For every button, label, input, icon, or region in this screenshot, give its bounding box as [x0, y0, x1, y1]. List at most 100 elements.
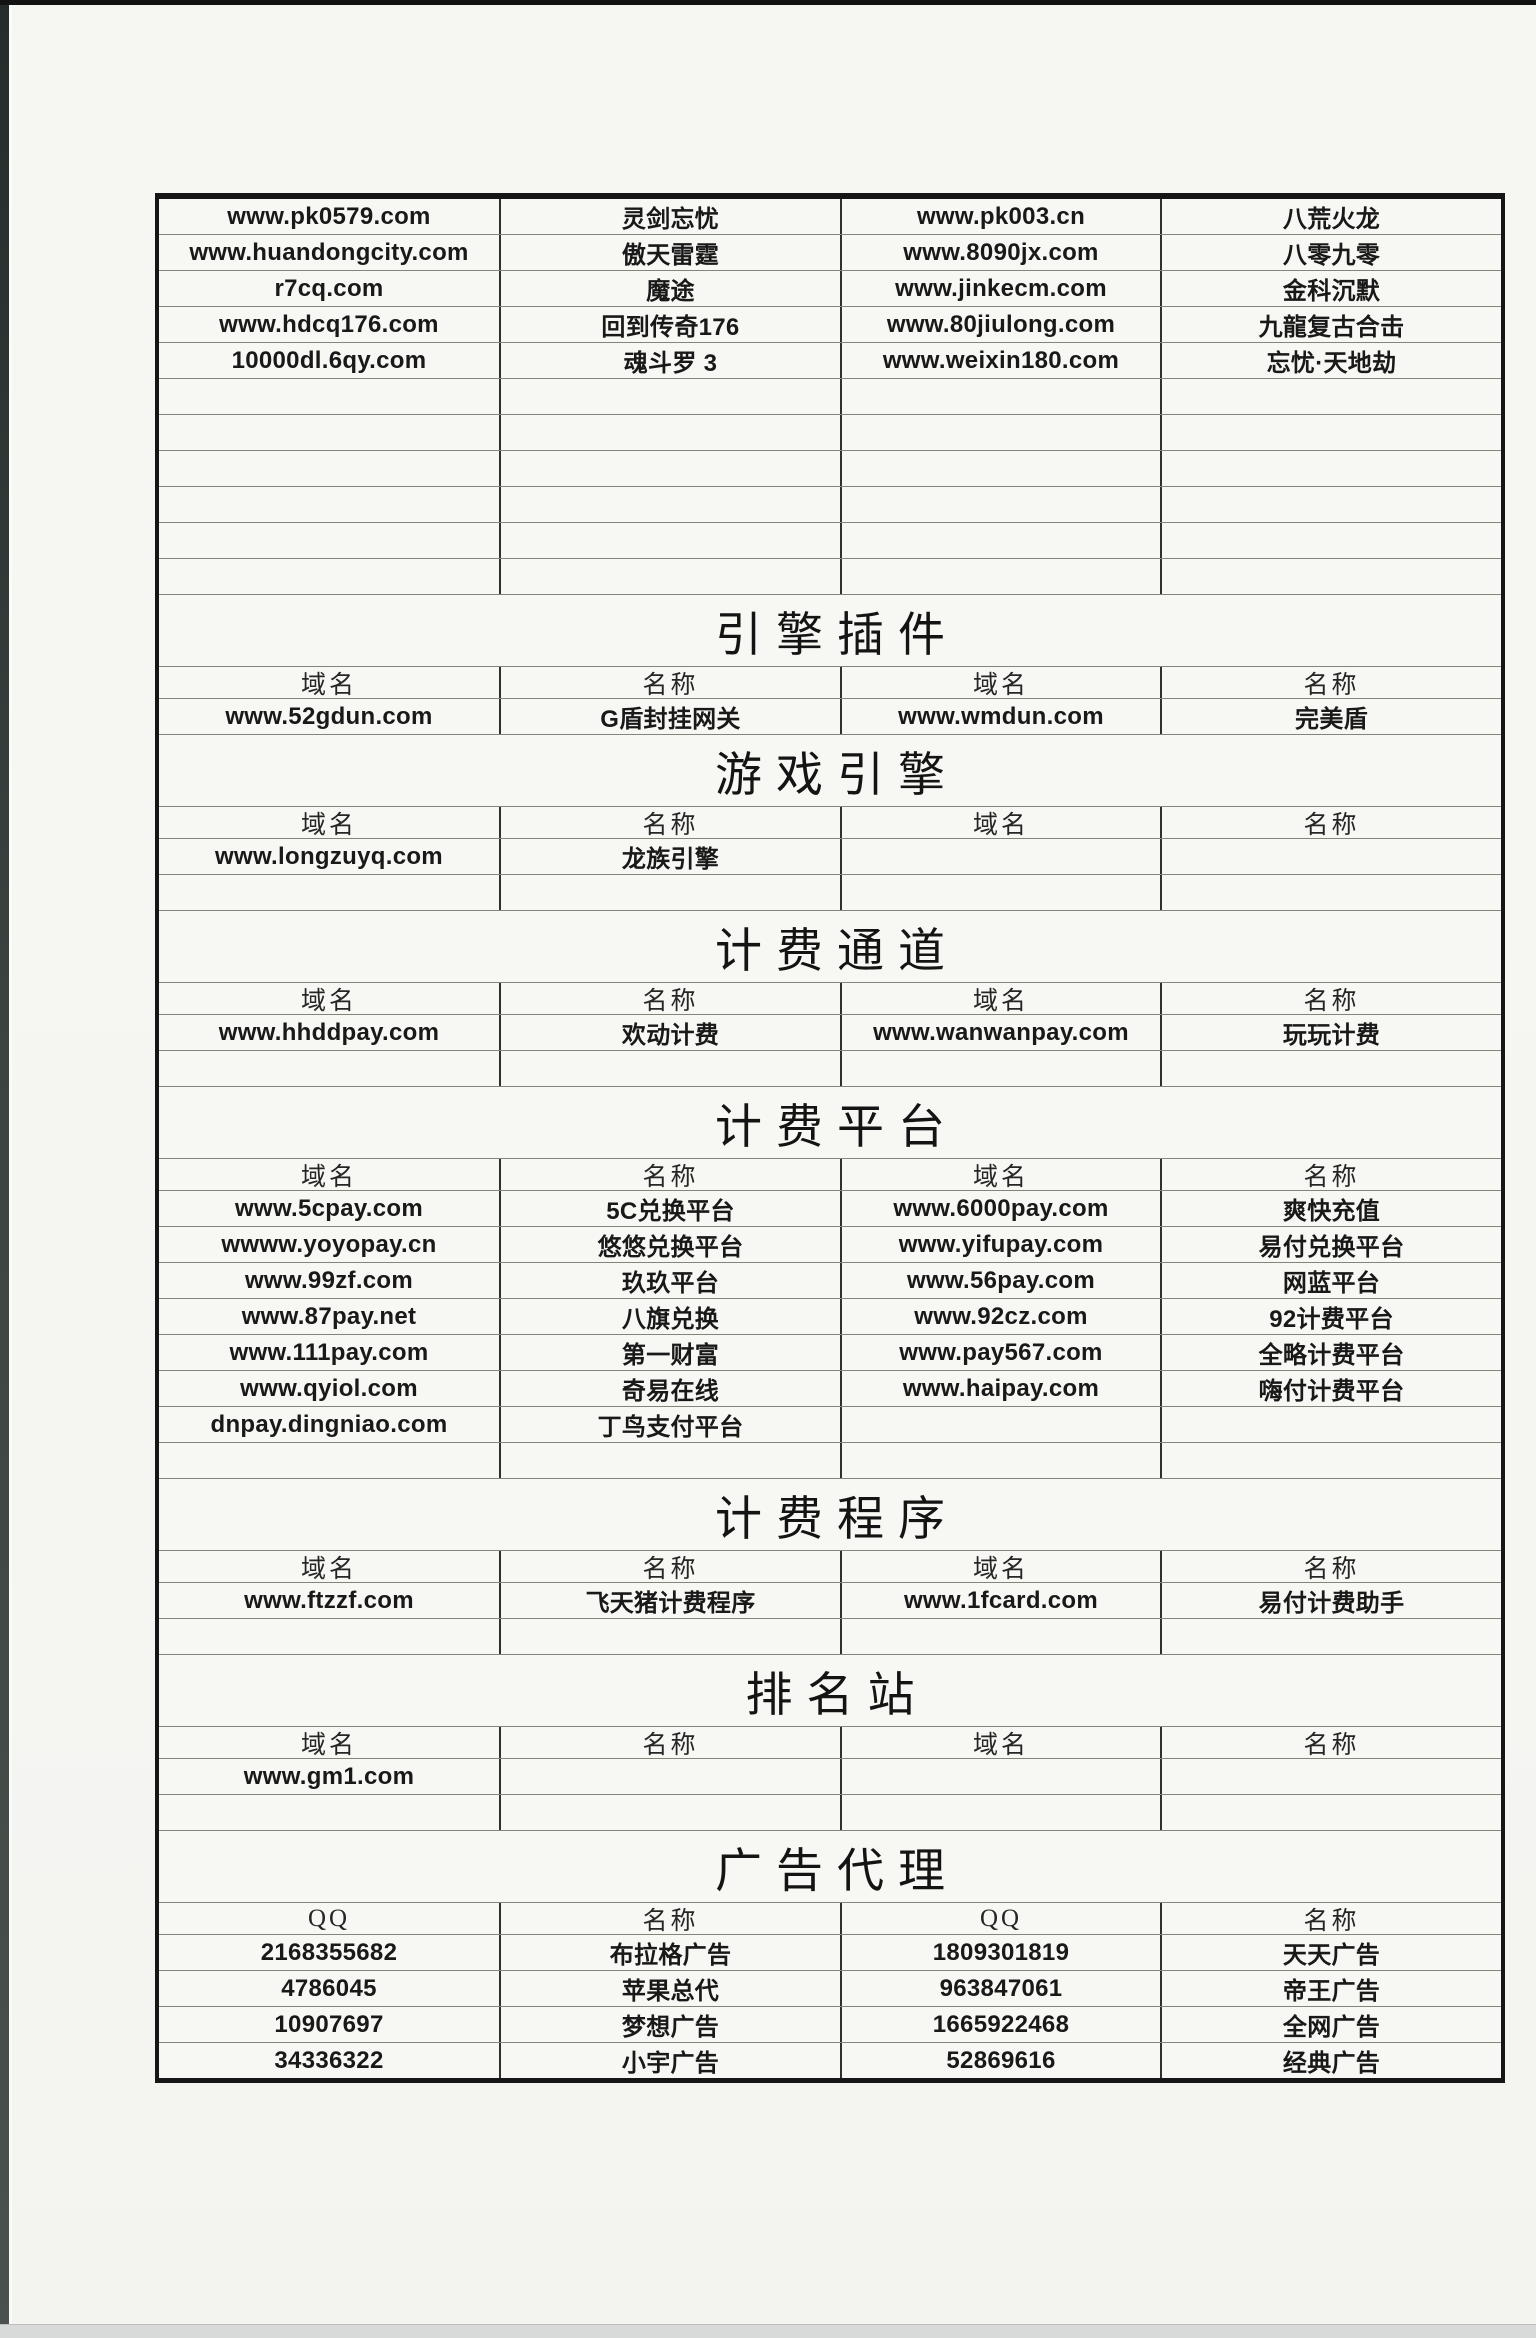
empty-cell	[840, 1759, 1160, 1794]
table-row: www.qyiol.com 奇易在线 www.haipay.com 嗨付计费平台	[159, 1371, 1501, 1407]
section-title: 游戏引擎	[715, 750, 959, 802]
empty-cell	[840, 451, 1160, 486]
qq-cell: 1665922468	[840, 2007, 1160, 2042]
qq-cell: 52869616	[840, 2043, 1160, 2078]
domain-cell: www.weixin180.com	[840, 343, 1160, 378]
name-cell: 易付计费助手	[1160, 1583, 1501, 1618]
column-header: 域名	[300, 987, 357, 1015]
qq-cell: 1809301819	[840, 1935, 1160, 1970]
column-header: 名称	[499, 1159, 840, 1190]
column-header: 名称	[1160, 667, 1501, 698]
section-title: 计费程序	[715, 1494, 959, 1546]
domain-cell: www.haipay.com	[840, 1371, 1160, 1406]
name-cell: 完美盾	[1160, 699, 1501, 734]
empty-cell	[159, 1051, 499, 1086]
name-cell: 飞天猪计费程序	[499, 1583, 840, 1618]
empty-cell	[840, 415, 1160, 450]
empty-row	[159, 487, 1501, 523]
domain-cell: www.ftzzf.com	[244, 1586, 414, 1614]
header-row: 域名 名称 域名 名称	[159, 1551, 1501, 1583]
domain-cell: www.92cz.com	[840, 1299, 1160, 1334]
column-header: 名称	[499, 1903, 840, 1934]
header-row: 域名 名称 域名 名称	[159, 983, 1501, 1015]
empty-row	[159, 523, 1501, 559]
name-cell: 小宇广告	[499, 2043, 840, 2078]
column-header: 域名	[840, 1159, 1160, 1190]
empty-cell	[1160, 1795, 1501, 1830]
name-cell: 梦想广告	[499, 2007, 840, 2042]
name-cell: 爽快充值	[1160, 1191, 1501, 1226]
column-header: QQ	[840, 1903, 1160, 1934]
empty-cell	[840, 1407, 1160, 1442]
column-header: 名称	[499, 1551, 840, 1582]
domain-cell: www.56pay.com	[840, 1263, 1160, 1298]
table-row: www.87pay.net 八旗兑换 www.92cz.com 92计费平台	[159, 1299, 1501, 1335]
table-row: dnpay.dingniao.com 丁鸟支付平台	[159, 1407, 1501, 1443]
empty-row	[159, 415, 1501, 451]
column-header: 域名	[300, 811, 357, 839]
name-cell: 金科沉默	[1160, 271, 1501, 306]
table-row: 10907697 梦想广告 1665922468 全网广告	[159, 2007, 1501, 2043]
empty-cell	[1160, 379, 1501, 414]
empty-row	[159, 1795, 1501, 1831]
directory-table: www.pk0579.com 灵剑忘忧 www.pk003.cn 八荒火龙 www.hu…	[155, 193, 1505, 2083]
name-cell: 易付兑换平台	[1160, 1227, 1501, 1262]
section-title-row: 计费程序	[159, 1479, 1501, 1551]
name-cell: 玩玩计费	[1160, 1015, 1501, 1050]
column-header: 域名	[300, 671, 357, 699]
section-title-row: 排名站	[159, 1655, 1501, 1727]
section-title-row: 计费通道	[159, 911, 1501, 983]
empty-cell	[840, 1443, 1160, 1478]
qq-cell: 4786045	[281, 1974, 377, 2002]
name-cell: 回到传奇176	[499, 307, 840, 342]
domain-cell: www.1fcard.com	[840, 1583, 1160, 1618]
name-cell: 忘忧·天地劫	[1160, 343, 1501, 378]
qq-cell: 10907697	[274, 2010, 384, 2038]
empty-row	[159, 1443, 1501, 1479]
column-header: 名称	[499, 807, 840, 838]
qq-cell: 2168355682	[260, 1938, 398, 1966]
empty-cell	[840, 379, 1160, 414]
name-cell: 5C兑换平台	[499, 1191, 840, 1226]
column-header: 域名	[840, 667, 1160, 698]
empty-cell	[159, 1619, 499, 1654]
table-row: www.111pay.com 第一财富 www.pay567.com 全略计费平台	[159, 1335, 1501, 1371]
name-cell: 全略计费平台	[1160, 1335, 1501, 1370]
empty-cell	[159, 559, 499, 594]
section-title: 计费平台	[715, 1102, 959, 1154]
name-cell: 第一财富	[499, 1335, 840, 1370]
table-row: www.hhddpay.com 欢动计费 www.wanwanpay.com 玩玩计费	[159, 1015, 1501, 1051]
empty-row	[159, 1051, 1501, 1087]
domain-cell: 10000dl.6qy.com	[231, 346, 427, 374]
column-header: 域名	[300, 1163, 357, 1191]
empty-cell	[499, 415, 840, 450]
empty-cell	[1160, 839, 1501, 874]
name-cell: 全网广告	[1160, 2007, 1501, 2042]
empty-cell	[499, 523, 840, 558]
empty-cell	[840, 523, 1160, 558]
scanner-strip-bottom	[0, 2324, 1536, 2338]
name-cell: 嗨付计费平台	[1160, 1371, 1501, 1406]
empty-cell	[840, 559, 1160, 594]
empty-cell	[159, 451, 499, 486]
column-header: 名称	[1160, 1903, 1501, 1934]
empty-cell	[499, 1759, 840, 1794]
empty-cell	[499, 1443, 840, 1478]
section-title: 引擎插件	[715, 610, 959, 662]
section-title: 广告代理	[715, 1846, 959, 1898]
empty-cell	[159, 379, 499, 414]
section-title-row: 引擎插件	[159, 595, 1501, 667]
table-row: 4786045 苹果总代 963847061 帝王广告	[159, 1971, 1501, 2007]
empty-cell	[499, 379, 840, 414]
column-header: 名称	[499, 1727, 840, 1758]
empty-cell	[1160, 1759, 1501, 1794]
name-cell: 92计费平台	[1160, 1299, 1501, 1334]
column-header: QQ	[307, 1904, 351, 1932]
empty-cell	[159, 1443, 499, 1478]
empty-cell	[1160, 451, 1501, 486]
name-cell: 玖玖平台	[499, 1263, 840, 1298]
empty-cell	[499, 559, 840, 594]
column-header: 名称	[1160, 983, 1501, 1014]
domain-cell: www.pk0579.com	[227, 202, 431, 230]
column-header: 域名	[300, 1555, 357, 1583]
